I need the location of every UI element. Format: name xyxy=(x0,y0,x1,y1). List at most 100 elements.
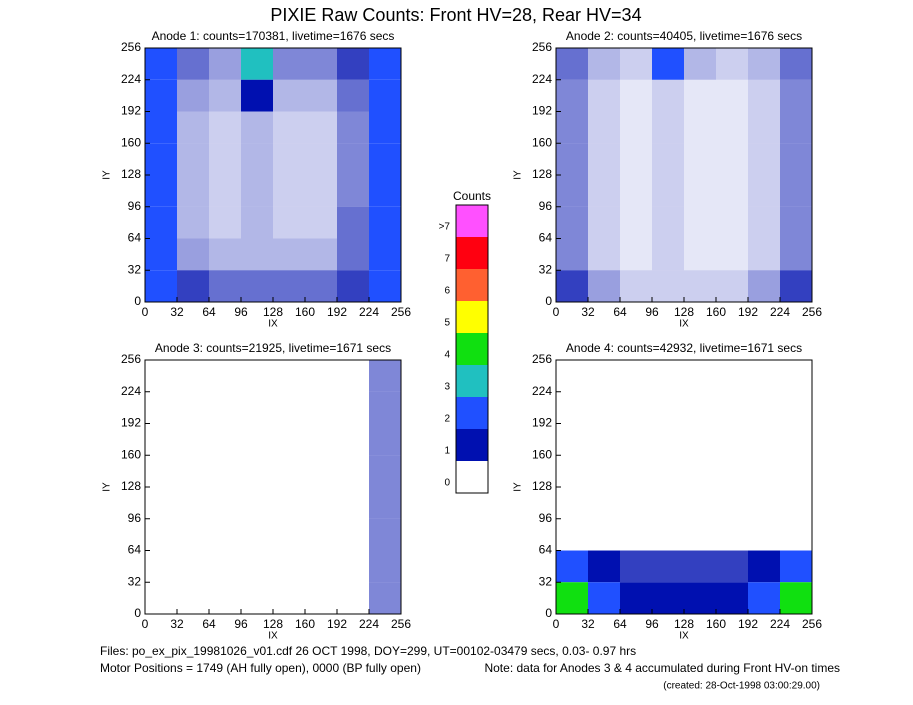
y-tick-label: 256 xyxy=(532,352,552,366)
heat-cell xyxy=(556,392,588,424)
heat-cell xyxy=(588,111,620,144)
heat-cell xyxy=(145,582,177,614)
x-tick-label: 160 xyxy=(706,305,726,319)
x-tick-label: 160 xyxy=(706,617,726,631)
colorbar-label: 4 xyxy=(444,350,450,361)
heat-cell xyxy=(652,487,684,519)
heat-cell xyxy=(620,79,652,112)
y-axis-label: IY xyxy=(102,170,113,180)
y-tick-label: 64 xyxy=(539,543,553,557)
y-tick-label: 192 xyxy=(532,416,552,430)
heat-cell xyxy=(177,487,209,519)
heat-cell xyxy=(556,270,588,302)
heat-cell xyxy=(305,424,337,456)
y-tick-label: 192 xyxy=(532,104,552,118)
footer-created: (created: 28-Oct-1998 03:00:29.00) xyxy=(663,681,820,692)
heat-cell xyxy=(177,175,209,207)
heat-cell xyxy=(716,238,748,271)
heat-cell xyxy=(684,238,716,271)
heat-cell xyxy=(145,111,177,144)
heat-cell xyxy=(177,111,209,144)
heat-cell xyxy=(588,392,620,424)
heat-cell xyxy=(273,582,305,614)
heat-cell xyxy=(145,48,177,80)
heat-cell xyxy=(145,270,177,302)
heat-cell xyxy=(652,111,684,144)
colorbar-label: 2 xyxy=(444,414,450,425)
heat-cell xyxy=(369,238,401,271)
heat-cell xyxy=(780,270,812,302)
heat-cell xyxy=(684,270,716,302)
heat-cell xyxy=(684,143,716,175)
heat-cell xyxy=(273,392,305,424)
heat-cell xyxy=(177,551,209,583)
x-tick-label: 256 xyxy=(802,305,822,319)
heat-cell xyxy=(177,270,209,302)
heat-cell xyxy=(369,423,401,456)
heat-cell xyxy=(273,206,305,239)
y-tick-label: 0 xyxy=(134,606,141,620)
heat-cell xyxy=(652,360,684,392)
x-tick-label: 224 xyxy=(359,617,379,631)
heat-cell xyxy=(241,238,273,271)
heat-cell xyxy=(273,360,305,392)
x-tick-label: 128 xyxy=(674,305,694,319)
heat-cell xyxy=(716,111,748,144)
heat-cell xyxy=(273,48,305,80)
heat-cell xyxy=(305,455,337,487)
heat-cell xyxy=(652,550,684,583)
heat-cell xyxy=(716,143,748,175)
heat-cell xyxy=(209,360,241,392)
y-tick-label: 160 xyxy=(121,447,141,461)
x-tick-label: 256 xyxy=(391,617,411,631)
y-tick-label: 224 xyxy=(121,384,141,398)
y-axis-label: IY xyxy=(513,482,524,492)
heat-cell xyxy=(241,175,273,207)
x-tick-label: 128 xyxy=(263,305,283,319)
heat-cell xyxy=(780,519,812,551)
heat-cell xyxy=(588,550,620,583)
heat-cell xyxy=(145,519,177,551)
heat-cell xyxy=(588,175,620,207)
x-tick-label: 0 xyxy=(553,617,560,631)
heat-cell xyxy=(684,519,716,551)
colorbar-title: Counts xyxy=(453,189,491,203)
heat-cell xyxy=(556,206,588,239)
heat-cell xyxy=(684,424,716,456)
heat-cell xyxy=(652,79,684,112)
heat-cell xyxy=(145,424,177,456)
heat-cell xyxy=(273,143,305,175)
heat-cell xyxy=(145,392,177,424)
heat-cell xyxy=(273,551,305,583)
y-tick-label: 64 xyxy=(128,543,142,557)
colorbar-swatch xyxy=(456,237,488,269)
colorbar-swatch xyxy=(456,397,488,429)
colorbar-swatch xyxy=(456,429,488,461)
heat-cell xyxy=(748,455,780,487)
heat-cell xyxy=(716,175,748,207)
heat-cell xyxy=(588,48,620,80)
heat-cell xyxy=(684,487,716,519)
heat-cell xyxy=(273,238,305,271)
heat-cell xyxy=(209,238,241,271)
heat-cell xyxy=(305,487,337,519)
heat-cell xyxy=(145,238,177,271)
heat-cell xyxy=(209,270,241,302)
y-tick-label: 64 xyxy=(539,231,553,245)
heat-cell xyxy=(652,143,684,175)
heat-cell xyxy=(177,424,209,456)
x-axis-label: IX xyxy=(679,631,689,642)
heat-cell xyxy=(305,175,337,207)
y-axis-label: IY xyxy=(102,482,113,492)
heat-cell xyxy=(748,143,780,175)
heat-cell xyxy=(337,111,369,144)
colorbar-label: 6 xyxy=(444,286,450,297)
heat-cell xyxy=(716,424,748,456)
heat-cell xyxy=(241,143,273,175)
y-tick-label: 128 xyxy=(532,479,552,493)
heat-cell xyxy=(209,143,241,175)
heat-cell xyxy=(556,582,588,614)
heat-cell xyxy=(337,238,369,271)
x-axis-label: IX xyxy=(268,631,278,642)
heat-cell xyxy=(369,518,401,551)
